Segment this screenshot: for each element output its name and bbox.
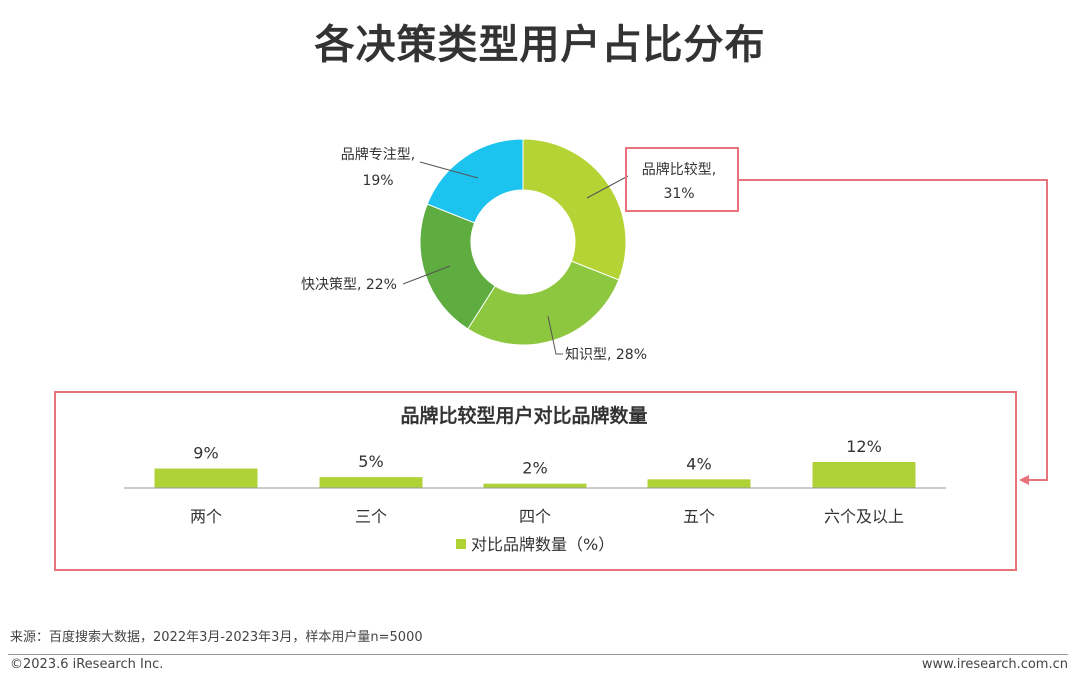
donut-slice-4 xyxy=(426,138,524,224)
connector-arrow xyxy=(739,179,1048,485)
leader-line-slice-2 xyxy=(547,315,563,355)
bar-5 xyxy=(812,462,916,488)
leader-line-slice-3 xyxy=(402,265,451,285)
bar-2 xyxy=(319,477,423,488)
bar-value-label-4: 4% xyxy=(686,454,711,473)
highlight-box xyxy=(625,147,739,212)
bar-value-label-3: 2% xyxy=(522,459,547,478)
donut-slice-2 xyxy=(467,260,620,346)
category-label-2: 三个 xyxy=(355,507,387,526)
legend-label: 对比品牌数量（%） xyxy=(471,535,614,554)
donut-slice-3 xyxy=(419,203,496,330)
leader-line-slice-1 xyxy=(586,175,629,199)
slice-label-2: 知识型, 28% xyxy=(565,346,647,363)
copyright-text: ©2023.6 iResearch Inc. xyxy=(10,657,164,672)
source-note: 来源：百度搜索大数据，2022年3月-2023年3月，样本用户量n=5000 xyxy=(10,630,423,645)
category-label-4: 五个 xyxy=(683,507,715,526)
bar-1 xyxy=(154,468,258,488)
category-label-5: 六个及以上 xyxy=(824,507,904,526)
legend-swatch xyxy=(456,539,466,549)
slice-label-1: 品牌比较型, xyxy=(642,161,716,178)
slice-label-4: 品牌专注型, xyxy=(341,146,415,163)
bar-value-label-2: 5% xyxy=(358,452,383,471)
slice-value-label-4: 19% xyxy=(362,173,393,189)
slice-label-3: 快决策型, 22% xyxy=(301,276,397,293)
footer-divider xyxy=(8,654,1068,655)
bar-value-label-5: 12% xyxy=(846,437,882,456)
bar-chart-title: 品牌比较型用户对比品牌数量 xyxy=(400,404,647,427)
bar-3 xyxy=(483,483,587,488)
leader-line-slice-4 xyxy=(419,161,479,179)
bar-panel-frame xyxy=(54,391,1017,571)
website-link: www.iresearch.com.cn xyxy=(921,657,1068,672)
donut-labels: 品牌比较型, 31% 知识型, 28% 快决策型, 22% 品牌专注型, 19% xyxy=(301,146,739,363)
page-title: 各决策类型用户占比分布 xyxy=(314,22,766,68)
donut-slice-1 xyxy=(522,138,627,281)
bar-value-label-1: 9% xyxy=(193,444,218,463)
donut-chart xyxy=(419,138,627,346)
bar-chart: 9% 两个 5% 三个 2% 四个 4% 五个 12% 六个及以上 xyxy=(154,437,916,526)
slice-value-label-1: 31% xyxy=(663,186,694,202)
category-label-3: 四个 xyxy=(519,507,551,526)
bar-4 xyxy=(647,479,751,488)
category-label-1: 两个 xyxy=(190,507,222,526)
